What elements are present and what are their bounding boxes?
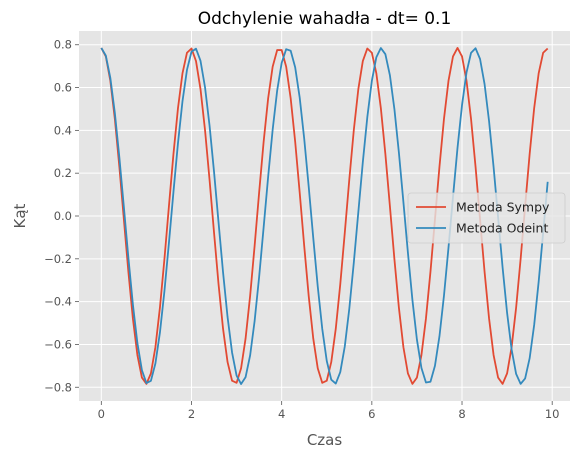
y-axis-label: Kąt (11, 203, 29, 228)
y-tick-label: 0.0 (54, 209, 72, 223)
legend-label-odeint: Metoda Odeint (456, 221, 548, 236)
y-tick-label: 0.2 (54, 166, 72, 180)
x-tick-label: 0 (98, 407, 105, 421)
x-tick-label: 8 (458, 407, 465, 421)
x-tick-label: 4 (278, 407, 285, 421)
y-tick-label: 0.4 (54, 123, 72, 137)
x-axis-label: Czas (307, 431, 343, 449)
line-metoda-odeint (100, 47, 549, 385)
x-ticks: 0 2 4 6 8 10 (98, 401, 560, 421)
y-tick-label: −0.2 (44, 252, 72, 266)
y-tick-label: 0.6 (54, 81, 72, 95)
legend: Metoda Sympy Metoda Odeint (407, 192, 566, 244)
legend-box (407, 192, 566, 244)
y-ticks: −0.8 −0.6 −0.4 −0.2 0.0 0.2 0.4 0.6 0.8 (44, 38, 79, 394)
x-tick-label: 2 (188, 407, 195, 421)
y-tick-label: 0.8 (54, 38, 72, 52)
chart-title: Odchylenie wahadła - dt= 0.1 (198, 9, 452, 29)
y-tick-label: −0.4 (44, 295, 72, 309)
series-lines (100, 47, 549, 385)
y-tick-label: −0.6 (44, 337, 72, 351)
line-metoda-sympy (100, 47, 549, 385)
x-tick-label: 10 (545, 407, 560, 421)
legend-label-sympy: Metoda Sympy (456, 200, 550, 215)
y-tick-label: −0.8 (44, 380, 72, 394)
x-tick-label: 6 (368, 407, 375, 421)
